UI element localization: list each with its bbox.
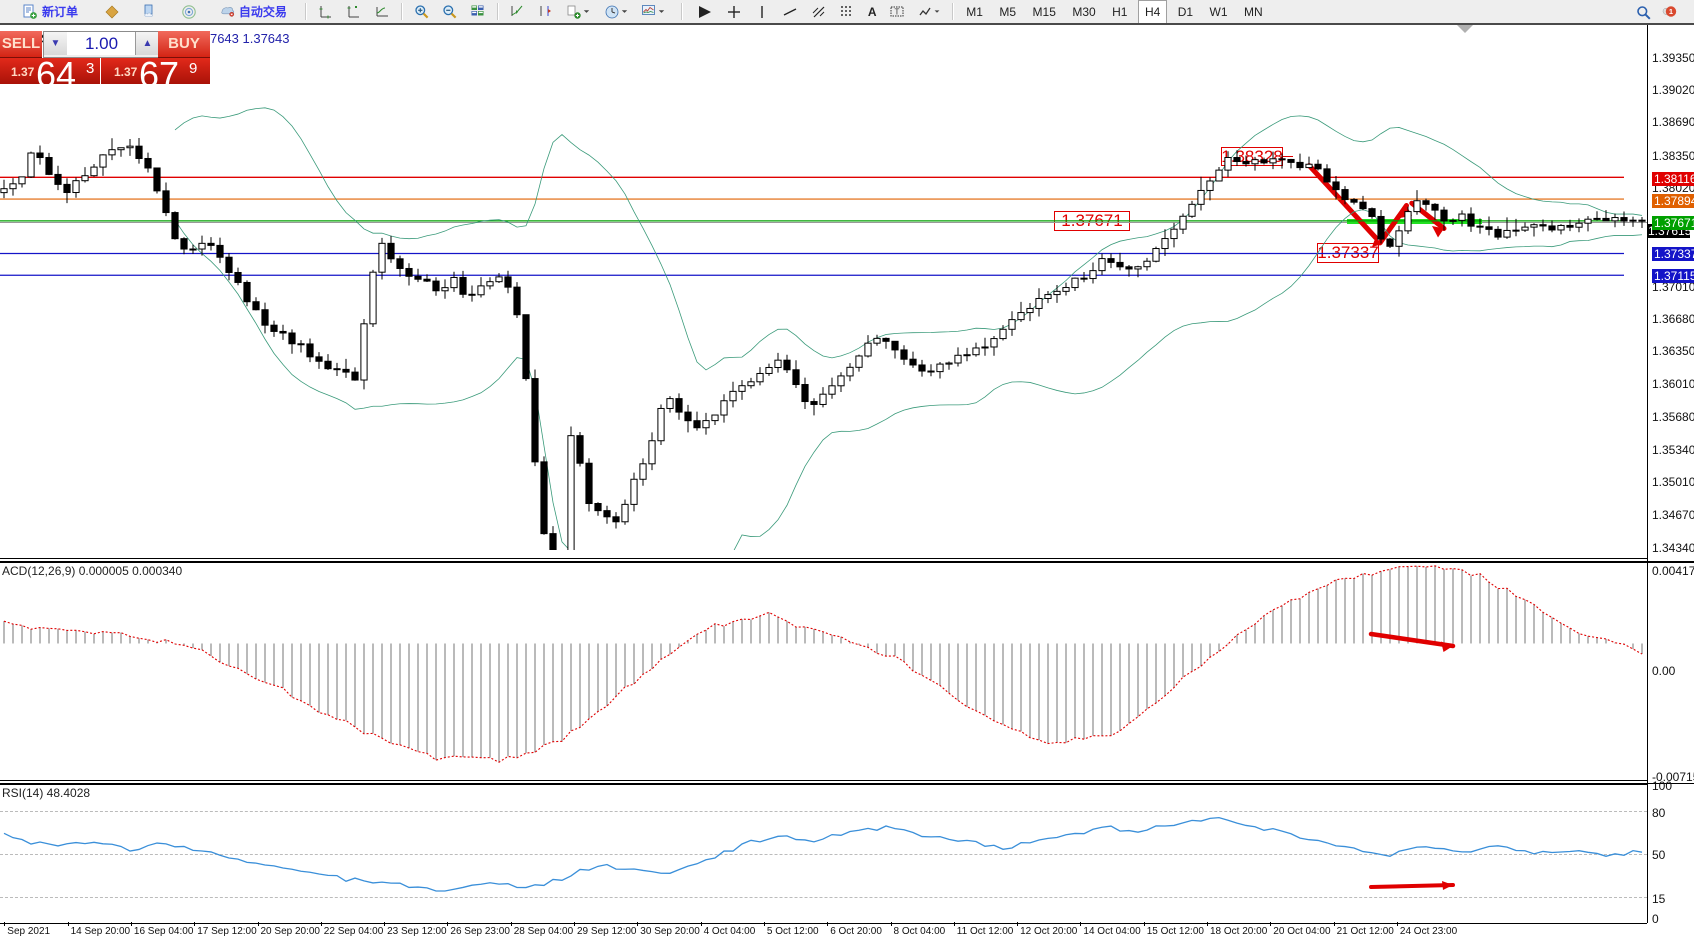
svg-text:T: T (894, 7, 899, 16)
svg-text:1: 1 (1669, 7, 1673, 16)
